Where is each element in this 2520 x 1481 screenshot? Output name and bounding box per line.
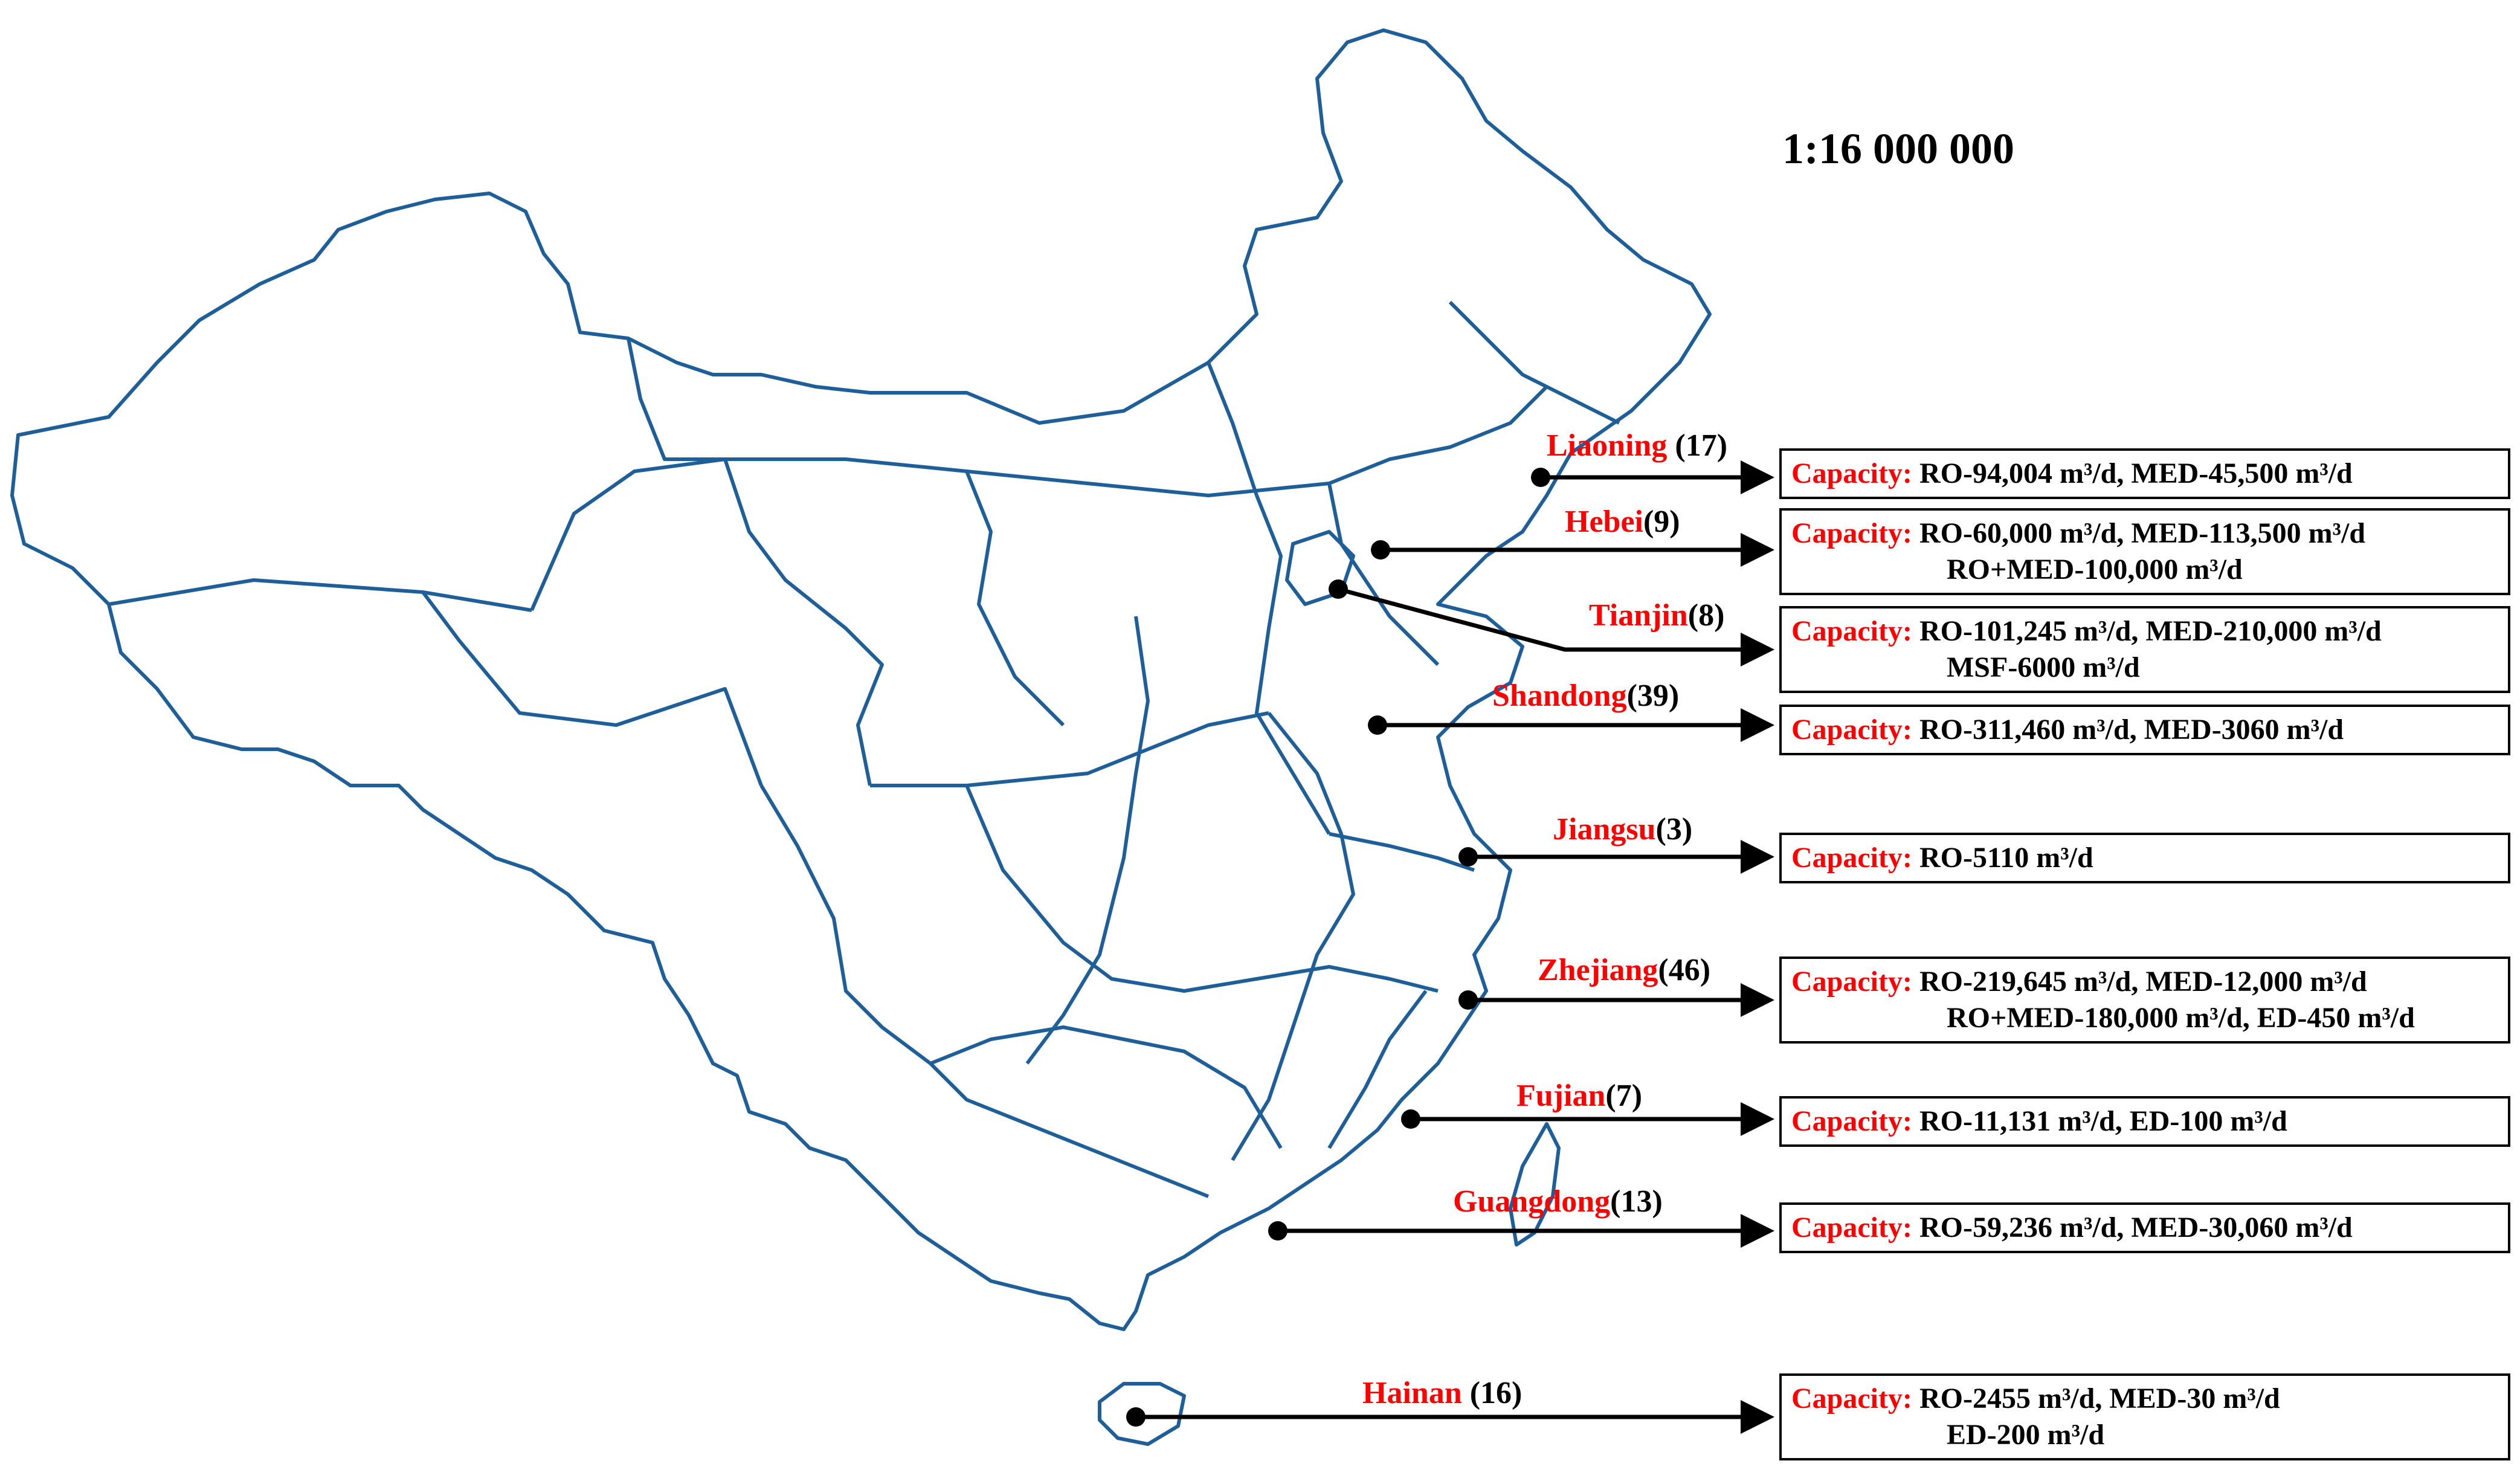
capacity-value: ED-200 m³/d [1947,1419,2105,1451]
capacity-box-jiangsu: Capacity: RO-5110 m³/d [1779,833,2510,883]
capacity-box-guangdong: Capacity: RO-59,236 m³/d, MED-30,060 m³/… [1779,1202,2510,1253]
capacity-value: RO-59,236 m³/d, MED-30,060 m³/d [1919,1212,2353,1244]
capacity-value: RO-60,000 m³/d, MED-113,500 m³/d [1919,517,2366,549]
location-dot [1458,847,1478,866]
province-name: Shandong [1492,679,1627,713]
location-dot [1531,468,1550,487]
capacity-label: Capacity: [1791,714,1912,746]
plant-count: (9) [1643,505,1680,539]
capacity-value: RO-5110 m³/d [1919,842,2093,874]
plant-count: (39) [1626,679,1680,713]
capacity-value: RO+MED-180,000 m³/d, ED-450 m³/d [1947,1002,2415,1034]
province-name: Fujian [1516,1079,1606,1113]
capacity-box-tianjin: Capacity: RO-101,245 m³/d, MED-210,000 m… [1779,606,2510,693]
map-scale: 1:16 000 000 [1782,124,2014,173]
connector-arrow [1338,587,1774,666]
location-dot [1268,1221,1287,1241]
location-dot [1458,990,1478,1010]
plant-count: (16) [1461,1376,1523,1410]
capacity-label: Capacity: [1791,1105,1912,1137]
province-name: Guangdong [1453,1184,1611,1219]
province-name: Hainan [1362,1376,1462,1410]
label-shandong: Shandong(39) [1492,680,1679,712]
plant-count: (13) [1610,1184,1663,1219]
label-hebei: Hebei(9) [1565,506,1680,538]
capacity-label: Capacity: [1791,1212,1912,1244]
plant-count: (3) [1655,812,1693,847]
location-dot [1329,579,1348,599]
label-fujian: Fujian(7) [1516,1080,1642,1112]
province-name: Hebei [1565,505,1643,539]
capacity-label: Capacity: [1791,615,1912,647]
capacity-value: RO-2455 m³/d, MED-30 m³/d [1919,1383,2280,1415]
plant-count: (17) [1667,428,1728,463]
location-dot [1368,715,1387,735]
capacity-label: Capacity: [1791,457,1912,489]
label-liaoning: Liaoning (17) [1547,430,1727,462]
label-guangdong: Guangdong(13) [1453,1186,1663,1218]
label-zhejiang: Zhejiang(46) [1538,955,1710,986]
location-dot [1126,1407,1146,1427]
capacity-label: Capacity: [1791,517,1912,549]
capacity-value: RO-101,245 m³/d, MED-210,000 m³/d [1919,615,2382,647]
province-name: Jiangsu [1553,812,1656,847]
capacity-label: Capacity: [1791,966,1912,998]
capacity-box-shandong: Capacity: RO-311,460 m³/d, MED-3060 m³/d [1779,705,2510,755]
capacity-box-zhejiang: Capacity: RO-219,645 m³/d, MED-12,000 m³… [1779,957,2510,1044]
capacity-label: Capacity: [1791,842,1912,874]
plant-count: (46) [1658,953,1711,987]
capacity-value: RO-219,645 m³/d, MED-12,000 m³/d [1919,966,2367,998]
label-tianjin: Tianjin(8) [1589,600,1724,631]
capacity-label: Capacity: [1791,1383,1912,1415]
markers [1126,468,1550,1427]
capacity-value: MSF-6000 m³/d [1947,651,2140,683]
capacity-value: RO-11,131 m³/d, ED-100 m³/d [1919,1105,2287,1137]
province-name: Liaoning [1547,428,1668,463]
capacity-value: RO+MED-100,000 m³/d [1947,553,2243,586]
label-jiangsu: Jiangsu(3) [1553,814,1692,845]
china-outline [10,28,1712,1446]
province-name: Zhejiang [1538,953,1658,987]
plant-count: (8) [1687,598,1725,633]
capacity-value: RO-94,004 m³/d, MED-45,500 m³/d [1919,457,2353,489]
province-name: Tianjin [1589,598,1688,633]
capacity-box-liaoning: Capacity: RO-94,004 m³/d, MED-45,500 m³/… [1779,448,2510,499]
capacity-box-hebei: Capacity: RO-60,000 m³/d, MED-113,500 m³… [1779,508,2510,595]
capacity-box-hainan: Capacity: RO-2455 m³/d, MED-30 m³/d ED-2… [1779,1373,2510,1460]
location-dot [1371,540,1390,560]
capacity-box-fujian: Capacity: RO-11,131 m³/d, ED-100 m³/d [1779,1096,2510,1147]
capacity-value: RO-311,460 m³/d, MED-3060 m³/d [1919,714,2344,746]
plant-count: (7) [1605,1079,1643,1113]
label-hainan: Hainan (16) [1362,1378,1522,1409]
connectors [1136,460,1774,1434]
location-dot [1401,1109,1420,1129]
